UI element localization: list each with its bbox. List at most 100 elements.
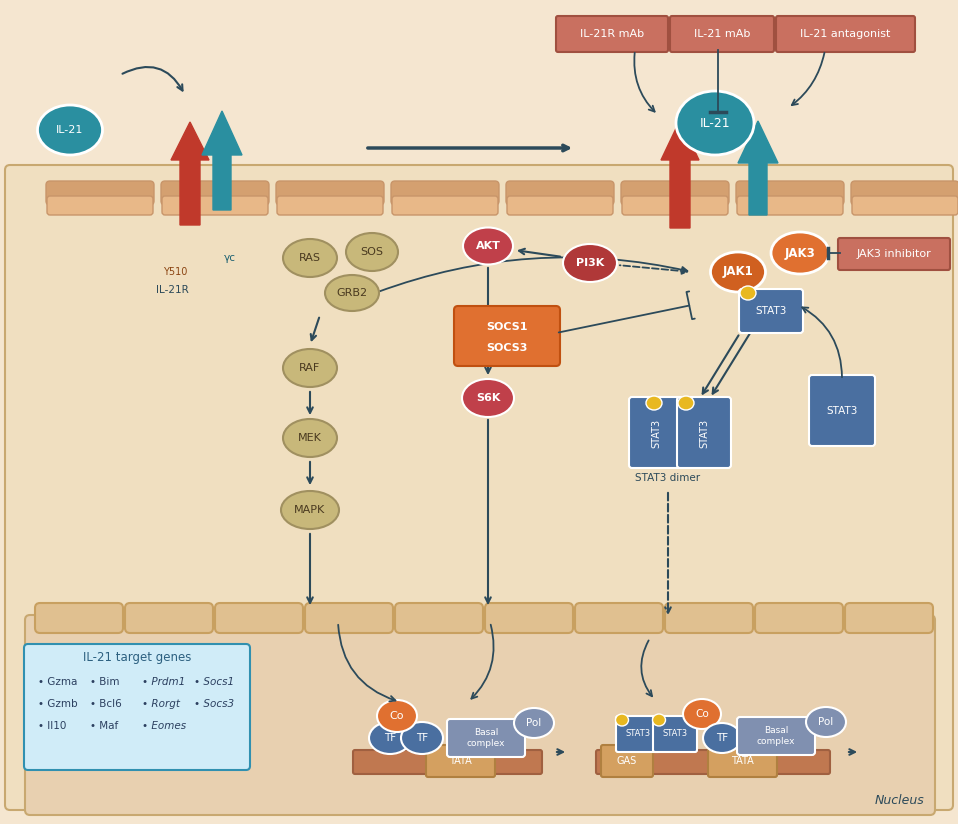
Text: • Eomes: • Eomes xyxy=(142,721,186,731)
FancyBboxPatch shape xyxy=(35,603,123,633)
Text: • Socs1: • Socs1 xyxy=(194,677,234,687)
FancyBboxPatch shape xyxy=(755,603,843,633)
FancyBboxPatch shape xyxy=(507,196,613,215)
Ellipse shape xyxy=(711,252,765,292)
Text: P: P xyxy=(745,288,751,297)
FancyBboxPatch shape xyxy=(736,181,844,205)
Text: • Rorgt: • Rorgt xyxy=(142,699,180,709)
Text: Pol: Pol xyxy=(526,718,541,728)
Text: TF: TF xyxy=(416,733,428,743)
Text: TATA: TATA xyxy=(731,756,753,766)
FancyBboxPatch shape xyxy=(162,196,268,215)
FancyBboxPatch shape xyxy=(426,745,495,777)
Text: Basal
complex: Basal complex xyxy=(467,728,505,747)
Ellipse shape xyxy=(281,491,339,529)
Text: RAF: RAF xyxy=(299,363,321,373)
Text: • Socs3: • Socs3 xyxy=(194,699,234,709)
FancyArrow shape xyxy=(661,120,699,228)
Text: TATA: TATA xyxy=(448,756,471,766)
Text: IL-21: IL-21 xyxy=(57,125,83,135)
Text: AKT: AKT xyxy=(475,241,500,251)
Ellipse shape xyxy=(369,722,411,754)
FancyBboxPatch shape xyxy=(161,181,269,205)
Text: STAT3: STAT3 xyxy=(755,306,787,316)
Ellipse shape xyxy=(463,227,513,265)
FancyBboxPatch shape xyxy=(616,716,660,752)
Text: TF: TF xyxy=(716,733,728,743)
Text: P: P xyxy=(619,715,625,724)
Ellipse shape xyxy=(771,232,829,274)
Text: RAS: RAS xyxy=(299,253,321,263)
Text: • Bim: • Bim xyxy=(90,677,120,687)
FancyBboxPatch shape xyxy=(125,603,213,633)
Text: SOCS3: SOCS3 xyxy=(487,343,528,353)
Ellipse shape xyxy=(37,105,103,155)
Ellipse shape xyxy=(683,699,721,729)
FancyBboxPatch shape xyxy=(5,165,953,810)
FancyBboxPatch shape xyxy=(215,603,303,633)
Text: PI3K: PI3K xyxy=(576,258,604,268)
Text: IL-21: IL-21 xyxy=(699,116,730,129)
Text: • Il10: • Il10 xyxy=(38,721,66,731)
Text: MAPK: MAPK xyxy=(294,505,326,515)
FancyBboxPatch shape xyxy=(46,181,154,205)
FancyArrow shape xyxy=(171,122,209,225)
FancyBboxPatch shape xyxy=(485,603,573,633)
Text: Pol: Pol xyxy=(818,717,833,727)
Text: JAK3: JAK3 xyxy=(785,246,815,260)
FancyBboxPatch shape xyxy=(47,196,153,215)
FancyBboxPatch shape xyxy=(809,375,875,446)
FancyBboxPatch shape xyxy=(447,719,525,757)
FancyBboxPatch shape xyxy=(852,196,958,215)
Text: STAT3: STAT3 xyxy=(651,419,661,447)
FancyBboxPatch shape xyxy=(276,181,384,205)
FancyBboxPatch shape xyxy=(739,289,803,333)
Text: IL-21 target genes: IL-21 target genes xyxy=(82,652,192,664)
Ellipse shape xyxy=(283,349,337,387)
Text: Basal
complex: Basal complex xyxy=(757,726,795,746)
Text: STAT3: STAT3 xyxy=(699,419,709,447)
Text: IL-21R: IL-21R xyxy=(155,285,189,295)
Text: TF: TF xyxy=(384,733,396,743)
Text: P: P xyxy=(650,399,657,408)
Ellipse shape xyxy=(514,708,554,738)
FancyBboxPatch shape xyxy=(665,603,753,633)
FancyBboxPatch shape xyxy=(838,238,950,270)
Text: • Gzmb: • Gzmb xyxy=(38,699,78,709)
FancyBboxPatch shape xyxy=(737,717,815,755)
Ellipse shape xyxy=(377,700,417,732)
FancyBboxPatch shape xyxy=(653,716,697,752)
FancyBboxPatch shape xyxy=(708,745,777,777)
Ellipse shape xyxy=(676,91,754,155)
FancyBboxPatch shape xyxy=(845,603,933,633)
Text: IL-21 antagonist: IL-21 antagonist xyxy=(800,29,890,39)
FancyBboxPatch shape xyxy=(506,181,614,205)
Ellipse shape xyxy=(462,379,514,417)
FancyBboxPatch shape xyxy=(737,196,843,215)
Text: SOS: SOS xyxy=(360,247,383,257)
FancyBboxPatch shape xyxy=(776,16,915,52)
FancyBboxPatch shape xyxy=(395,603,483,633)
FancyBboxPatch shape xyxy=(677,397,731,468)
Text: • Bcl6: • Bcl6 xyxy=(90,699,122,709)
FancyBboxPatch shape xyxy=(391,181,499,205)
Text: STAT3: STAT3 xyxy=(662,729,688,738)
FancyArrow shape xyxy=(202,111,242,210)
FancyBboxPatch shape xyxy=(353,750,542,774)
FancyBboxPatch shape xyxy=(629,397,683,468)
Text: GRB2: GRB2 xyxy=(336,288,368,298)
Text: IL-21R mAb: IL-21R mAb xyxy=(580,29,644,39)
Ellipse shape xyxy=(346,233,398,271)
Text: P: P xyxy=(683,399,689,408)
Text: JAK1: JAK1 xyxy=(722,265,753,279)
Text: • Prdm1: • Prdm1 xyxy=(142,677,185,687)
Text: STAT3 dimer: STAT3 dimer xyxy=(635,473,700,483)
Ellipse shape xyxy=(563,244,617,282)
FancyBboxPatch shape xyxy=(392,196,498,215)
FancyBboxPatch shape xyxy=(277,196,383,215)
Ellipse shape xyxy=(806,707,846,737)
Text: IL-21 mAb: IL-21 mAb xyxy=(694,29,750,39)
Text: • Maf: • Maf xyxy=(90,721,118,731)
Text: STAT3: STAT3 xyxy=(626,729,650,738)
Text: STAT3: STAT3 xyxy=(827,406,857,416)
